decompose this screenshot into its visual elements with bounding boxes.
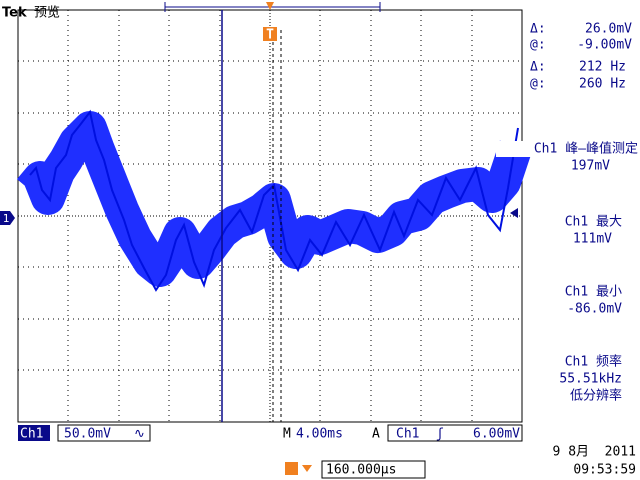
value: 212 Hz: [579, 60, 626, 75]
trigger-channel: Ch1: [396, 427, 419, 442]
label: @:: [530, 77, 546, 92]
value: -9.00mV: [577, 38, 632, 53]
measure-value: 55.51kHz: [559, 372, 622, 387]
coupling-icon: ∿: [134, 427, 145, 442]
trigger-marker: T: [266, 28, 274, 43]
level-arrow: [510, 208, 518, 218]
slope-icon: ʃ: [436, 427, 444, 442]
measure-label: Ch1 最大: [565, 215, 622, 230]
record-view: [164, 2, 381, 12]
measure-value: -86.0mV: [567, 302, 622, 317]
box: [57, 424, 151, 442]
value: 260 Hz: [579, 77, 626, 92]
scale: 50.0mV: [64, 427, 111, 442]
label: Δ:: [530, 22, 546, 37]
trigger-pos-arrow: [302, 465, 312, 472]
box: [387, 424, 523, 442]
time: 09:53:59: [573, 463, 636, 478]
brand: Tek: [2, 6, 27, 21]
label-bg: [496, 141, 640, 157]
channel-marker-box: [0, 211, 15, 225]
trigger-arrow: [266, 2, 274, 10]
box: [321, 460, 426, 479]
mode: 预览: [34, 5, 60, 21]
date: 9 8月 2011: [553, 445, 636, 460]
trigger-position: 160.000µs: [326, 463, 396, 478]
label: @:: [530, 38, 546, 53]
measure-label: Ch1 峰—峰值测定: [534, 141, 638, 157]
trigger-label: A: [372, 427, 380, 442]
waveform-noise: [29, 109, 519, 292]
measure-label: Ch1 最小: [565, 285, 622, 300]
measure-note: 低分辨率: [570, 388, 622, 404]
waveform: [16, 111, 533, 287]
channel: Ch1: [20, 427, 43, 442]
measure-label: Ch1 频率: [565, 354, 622, 370]
channel-badge: [18, 425, 50, 441]
measure-value: 197mV: [571, 159, 610, 174]
timebase-label: M: [283, 427, 291, 442]
timebase: 4.00ms: [296, 427, 343, 442]
label: Δ:: [530, 60, 546, 75]
channel-marker: 1: [3, 212, 10, 225]
value: 26.0mV: [585, 22, 632, 37]
measure-value: 111mV: [573, 232, 612, 247]
trigger-pos-icon: [285, 462, 298, 475]
trigger-marker-box: [263, 27, 277, 41]
trigger-level: 6.00mV: [473, 427, 520, 442]
